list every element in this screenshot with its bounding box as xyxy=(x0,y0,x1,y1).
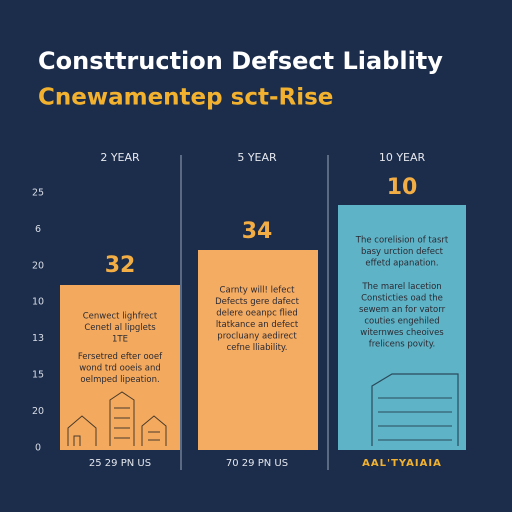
panel-footer: 70 29 PN US xyxy=(226,458,288,469)
panel-text: Cenwect lighfrect xyxy=(83,312,158,322)
panel-text: The marel lacetion xyxy=(361,282,441,292)
axis-label: 15 xyxy=(32,370,44,381)
panel-text: witernwes cheoives xyxy=(360,328,444,338)
axis-label: 20 xyxy=(32,406,44,417)
panel-text: Fersetred efter ooef xyxy=(78,352,163,362)
panel-text: procluany aedirect xyxy=(217,332,297,342)
panel-text: couties engehiled xyxy=(364,317,439,327)
panel-text: sewem an for vatorr xyxy=(359,305,446,315)
panel-text: The corelision of tasrt xyxy=(355,236,449,246)
panel-text: 1TE xyxy=(112,335,128,345)
panel-bar xyxy=(60,285,180,450)
panel-text: frelicens povity. xyxy=(369,340,436,350)
panel-value: 32 xyxy=(105,253,136,278)
panel-text: Cenetl al lipglets xyxy=(84,323,156,333)
panel-text: wond trd ooeis and xyxy=(79,364,161,374)
axis-label: 6 xyxy=(35,224,41,235)
panel-text: Carnty will! lefect xyxy=(220,286,296,296)
panel-text: basy urction defect xyxy=(361,247,444,257)
panel-footer: AAL'TYAIAIA xyxy=(362,458,442,469)
panel-text: ltatkance an defect xyxy=(216,320,299,330)
panel-text: oelmped lipeation. xyxy=(80,375,159,385)
panel-header: 2 YEAR xyxy=(100,151,140,164)
title: Consttruction Defsect Liablity xyxy=(38,47,443,75)
axis-label: 0 xyxy=(35,442,41,453)
panel-header: 5 YEAR xyxy=(237,151,277,164)
panel-text: effetd apanation. xyxy=(365,259,438,269)
subtitle: Cnewamentep sct-Rise xyxy=(38,85,333,111)
panel-text: Consticties oad the xyxy=(361,294,443,304)
panel-bar xyxy=(198,250,318,450)
panel-value: 10 xyxy=(387,175,418,200)
building-icon xyxy=(371,373,459,446)
panel-text: delere oeanpc flied xyxy=(216,309,298,319)
panel-text: cefne lliability. xyxy=(227,343,288,353)
panel-header: 10 YEAR xyxy=(379,151,426,164)
axis-label: 25 xyxy=(32,188,44,199)
axis-label: 10 xyxy=(32,297,44,308)
panel-bar xyxy=(338,205,466,450)
panel-footer: 25 29 PN US xyxy=(89,458,151,469)
house-icons xyxy=(67,391,167,446)
axis-label: 13 xyxy=(32,333,44,344)
panel-value: 34 xyxy=(242,219,273,244)
axis-label: 20 xyxy=(32,260,44,271)
panel-text: Defects gere dafect xyxy=(215,297,299,307)
